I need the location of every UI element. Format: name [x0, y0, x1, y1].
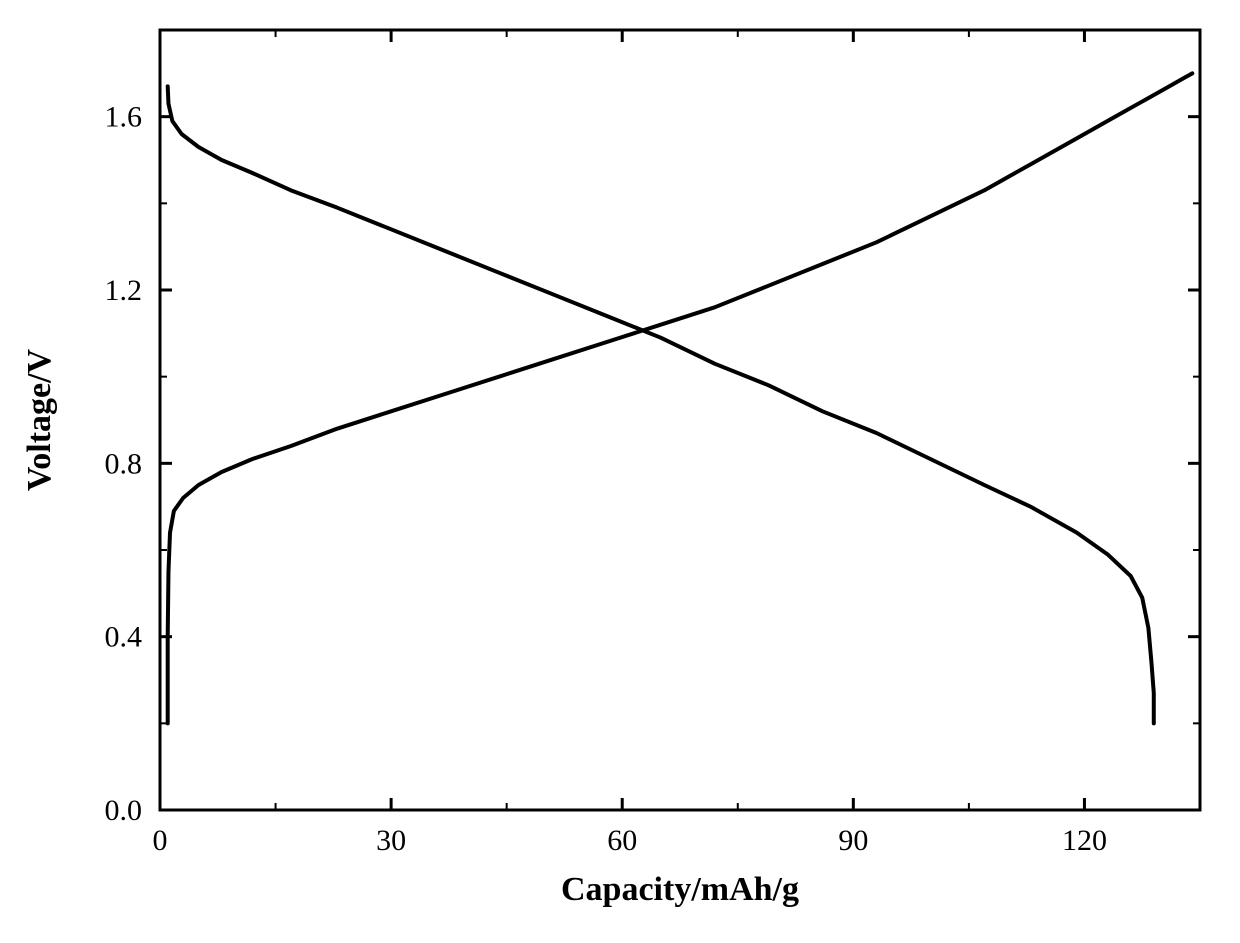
x-tick-label: 90 [838, 824, 868, 857]
x-tick-label: 0 [153, 824, 168, 857]
voltage-capacity-chart: 0 30 60 90 120 0.0 0.4 0.8 1.2 1.6 Capacity/mAh/g V… [0, 0, 1240, 943]
chart-svg: 0 30 60 90 120 0.0 0.4 0.8 1.2 1.6 Capacity/mAh/g V… [0, 0, 1240, 943]
plot-border [160, 30, 1200, 810]
x-tick-label: 30 [376, 824, 406, 857]
y-tick-label: 0.8 [105, 447, 143, 480]
y-tick-label: 0.0 [105, 794, 143, 827]
y-tick-label: 1.2 [105, 274, 143, 307]
x-tick-label: 120 [1062, 824, 1107, 857]
y-tick-label: 1.6 [105, 101, 143, 134]
x-axis-label: Capacity/mAh/g [561, 871, 799, 908]
series-charge [168, 73, 1193, 723]
y-axis-label: Voltage/V [21, 348, 58, 491]
x-tick-label: 60 [607, 824, 637, 857]
y-tick-label: 0.4 [105, 621, 143, 654]
series-discharge [168, 86, 1154, 723]
